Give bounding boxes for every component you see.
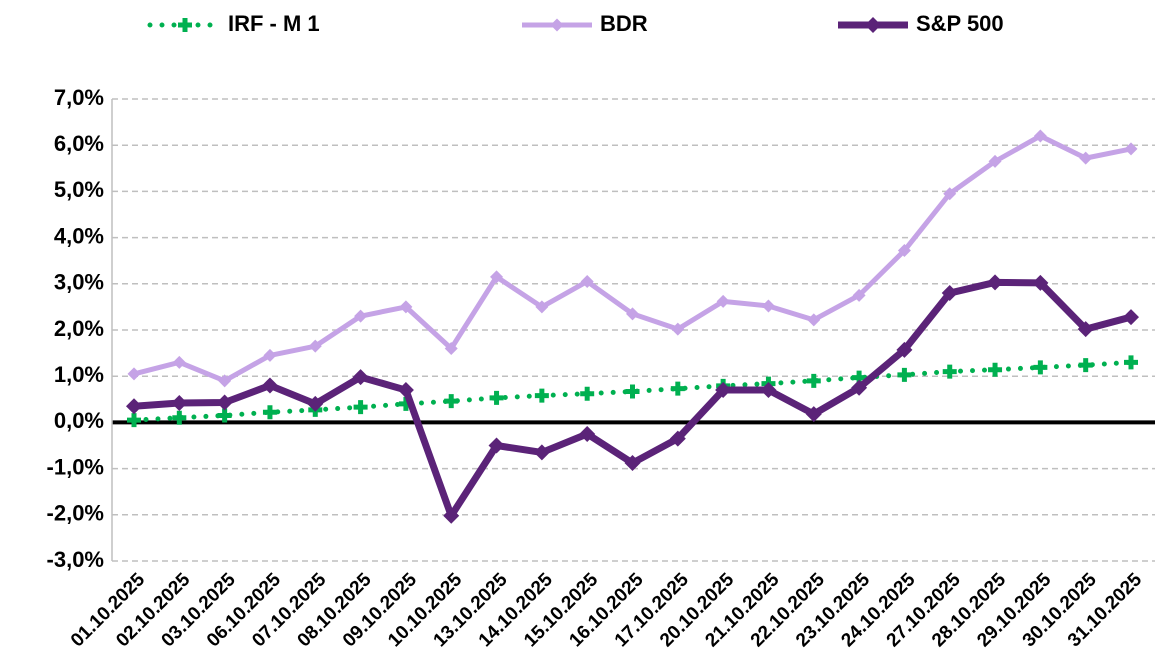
marker [261,377,278,394]
y-tick-label: 6,0% [54,131,104,156]
marker [126,398,142,415]
marker [550,18,564,32]
y-tick-label: 5,0% [54,177,104,202]
marker [865,17,881,33]
marker [127,367,141,381]
marker [353,400,368,415]
marker [1033,360,1048,375]
marker [217,408,232,423]
marker [805,406,822,423]
marker [761,299,775,313]
y-tick-label: 0,0% [54,408,104,433]
marker [171,394,188,411]
marker [580,386,595,401]
marker [579,425,596,442]
marker [852,370,867,385]
marker [626,307,639,321]
marker [1033,129,1047,143]
marker [806,373,821,388]
marker [488,437,505,454]
marker [172,355,186,369]
marker [897,367,912,382]
series-line [131,359,1134,423]
marker [308,339,322,353]
marker [988,154,1002,168]
marker [354,309,368,323]
legend-label: IRF - M 1 [228,11,320,36]
marker [1079,151,1093,165]
y-tick-label: -2,0% [47,501,104,526]
marker [172,410,187,425]
marker [670,381,685,396]
y-tick-label: 3,0% [54,270,104,295]
marker [987,274,1004,291]
marker [807,313,821,327]
y-tick-label: -1,0% [47,454,104,479]
legend-label: S&P 500 [916,11,1004,36]
marker [533,444,550,461]
marker [178,18,192,32]
marker [399,300,413,314]
marker [580,274,594,288]
marker [760,382,777,399]
marker [716,294,730,308]
marker [1124,355,1138,370]
marker [942,364,957,379]
y-tick-label: -3,0% [47,547,104,572]
marker [941,285,958,302]
marker [489,390,504,405]
marker [263,348,277,362]
marker [443,507,460,524]
series-line [133,133,1132,384]
y-tick-label: 2,0% [54,316,104,341]
marker [490,270,504,284]
marker [897,244,911,258]
marker [669,430,686,447]
marker [852,288,866,302]
marker [896,341,913,358]
marker [1032,274,1049,291]
y-tick-label: 7,0% [54,85,104,110]
marker [218,374,232,388]
marker [715,382,732,399]
marker [671,322,685,336]
legend-label: BDR [600,11,648,36]
marker [444,394,459,409]
marker [988,362,1003,377]
marker [1123,309,1139,326]
marker [307,395,324,412]
marker [352,369,369,386]
marker [262,405,277,420]
marker [1078,358,1093,373]
marker [624,455,641,472]
marker [1077,321,1094,338]
marker [851,379,868,396]
marker [127,413,141,428]
marker [534,388,549,403]
y-tick-label: 1,0% [54,362,104,387]
marker [444,341,458,355]
marker [216,394,233,411]
marker [535,300,549,314]
marker [625,384,640,399]
marker [943,187,957,201]
y-tick-label: 4,0% [54,223,104,248]
marker [397,382,414,399]
marker [1124,142,1138,156]
marker [398,396,413,411]
